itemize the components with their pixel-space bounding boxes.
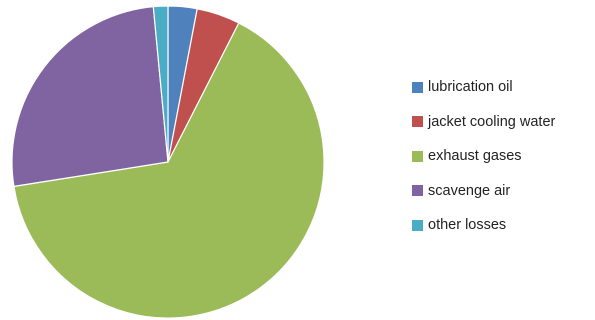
pie-slice-scavenge-air — [11, 6, 169, 188]
pie-slice-other-losses — [152, 5, 169, 163]
legend-label: scavenge air — [428, 182, 511, 199]
legend-swatch — [412, 150, 423, 162]
legend-item: exhaust gases — [412, 139, 555, 174]
legend-item: scavenge air — [412, 174, 555, 209]
legend-label: exhaust gases — [428, 148, 522, 165]
legend-item: lubrication oil — [412, 70, 555, 105]
legend-item: jacket cooling water — [412, 105, 555, 140]
legend-swatch — [412, 81, 423, 93]
legend-label: lubrication oil — [428, 79, 513, 96]
legend-swatch — [412, 219, 423, 231]
legend-swatch — [412, 185, 423, 197]
legend: lubrication oil jacket cooling water exhau… — [412, 70, 555, 243]
legend-swatch — [412, 116, 423, 128]
legend-label: jacket cooling water — [428, 113, 556, 130]
legend-item: other losses — [412, 208, 555, 243]
legend-label: other losses — [428, 217, 507, 234]
pie-slice-exhaust-gases — [13, 22, 325, 319]
